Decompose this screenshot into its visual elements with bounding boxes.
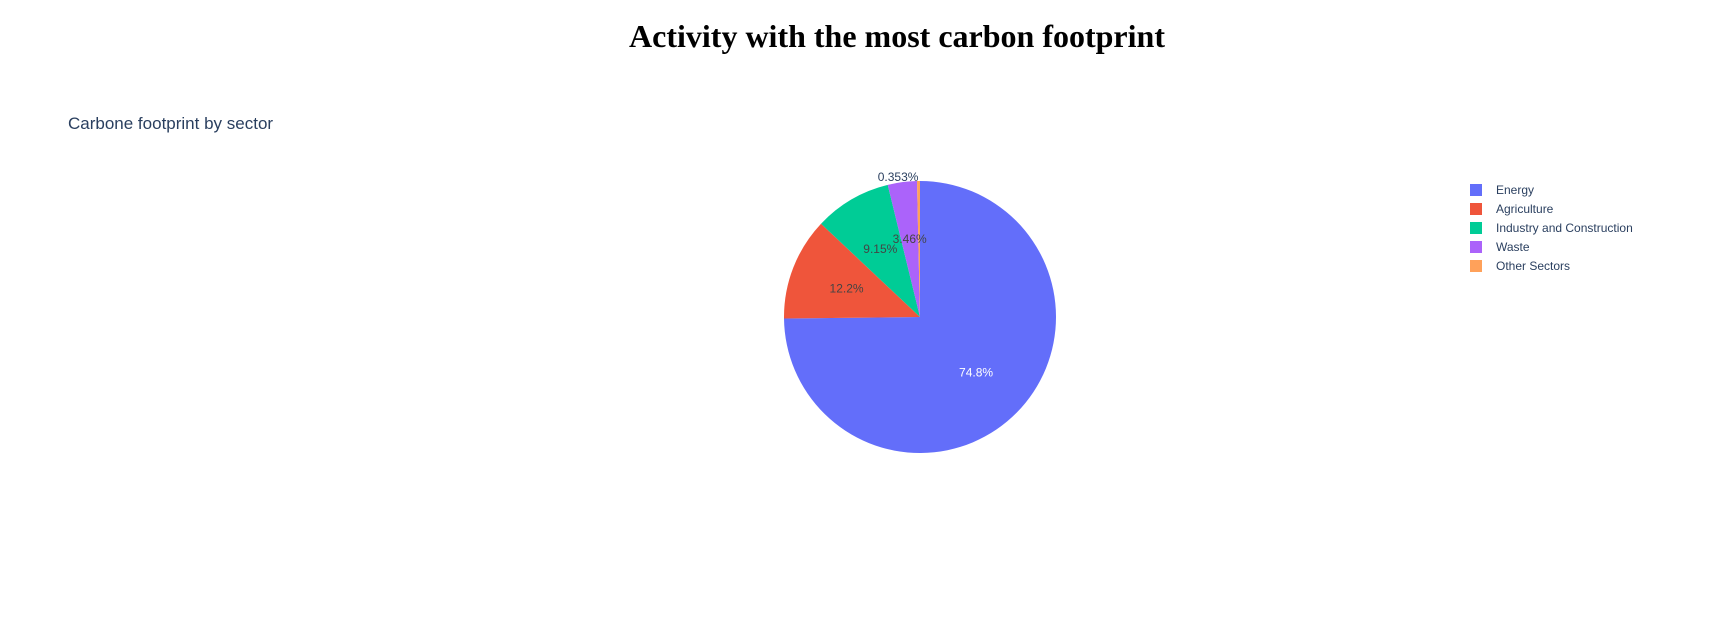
legend: Energy Agriculture Industry and Constructi…	[1470, 183, 1633, 273]
legend-label-waste[interactable]: Waste	[1496, 240, 1530, 254]
legend-swatch-waste[interactable]	[1470, 241, 1482, 253]
legend-label-other-sectors[interactable]: Other Sectors	[1496, 259, 1570, 273]
pie-slice-label-waste: 3.46%	[893, 232, 927, 246]
pie-slice-agriculture[interactable]	[784, 223, 920, 319]
legend-swatch-industry-and-construction[interactable]	[1470, 222, 1482, 234]
legend-label-agriculture[interactable]: Agriculture	[1496, 202, 1554, 216]
legend-swatch-energy[interactable]	[1470, 184, 1482, 196]
pie-slice-waste[interactable]	[887, 181, 920, 317]
pie-slice-industry-and-construction[interactable]	[821, 184, 920, 317]
pie-slice-label-industry-and-construction: 9.15%	[863, 242, 897, 256]
legend-swatch-other-sectors[interactable]	[1470, 260, 1482, 272]
pie-slice-label-agriculture: 12.2%	[830, 281, 864, 295]
pie-slice-label-other-sectors: 0.353%	[878, 170, 919, 184]
page-title: Activity with the most carbon footprint	[629, 18, 1165, 54]
legend-swatch-agriculture[interactable]	[1470, 203, 1482, 215]
pie-chart: Carbone footprint by sector 74.8% 12.2% 9.…	[0, 90, 1725, 619]
chart-title: Carbone footprint by sector	[68, 114, 273, 133]
pie-chart-svg: Carbone footprint by sector 74.8% 12.2% 9.…	[68, 114, 1633, 453]
pie-slice-other-sectors[interactable]	[916, 181, 920, 317]
legend-label-industry-and-construction[interactable]: Industry and Construction	[1496, 221, 1633, 235]
pie-slice-label-energy: 74.8%	[959, 365, 993, 379]
pie-slice-energy[interactable]	[784, 181, 1056, 453]
pie-slices	[784, 181, 1056, 453]
pie-slice-labels: 74.8% 12.2% 9.15%3.46% 0.353%	[830, 170, 994, 379]
legend-label-energy[interactable]: Energy	[1496, 183, 1534, 197]
